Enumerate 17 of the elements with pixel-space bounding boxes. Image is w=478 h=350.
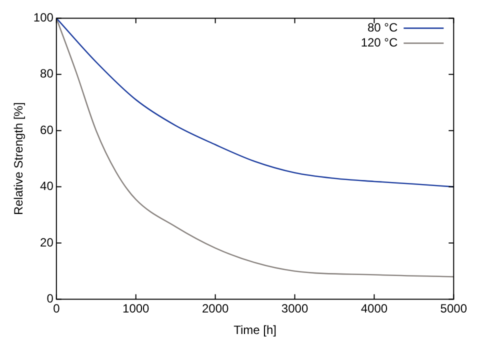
line-series: [56, 18, 454, 278]
x-tick-label: 4000: [360, 302, 388, 316]
legend-label: 120 °C: [360, 36, 398, 50]
legend-label: 80 °C: [367, 20, 398, 35]
x-axis-title: Time [h]: [234, 323, 276, 338]
y-tick-label: 0: [46, 292, 54, 306]
x-tick-label: 3000: [281, 302, 308, 316]
x-tick-label: 1000: [122, 302, 150, 316]
y-tick-label: 100: [33, 10, 54, 25]
line-series: [56, 18, 454, 188]
x-tick-label: 5000: [440, 302, 468, 316]
y-tick-label: 20: [40, 235, 54, 250]
y-tick-label: 40: [40, 179, 54, 194]
y-tick-label: 80: [40, 66, 54, 81]
x-tick-label: 2000: [202, 302, 229, 316]
y-tick-label: 60: [40, 122, 54, 137]
y-axis-title: Relative Strength [%]: [12, 102, 26, 216]
